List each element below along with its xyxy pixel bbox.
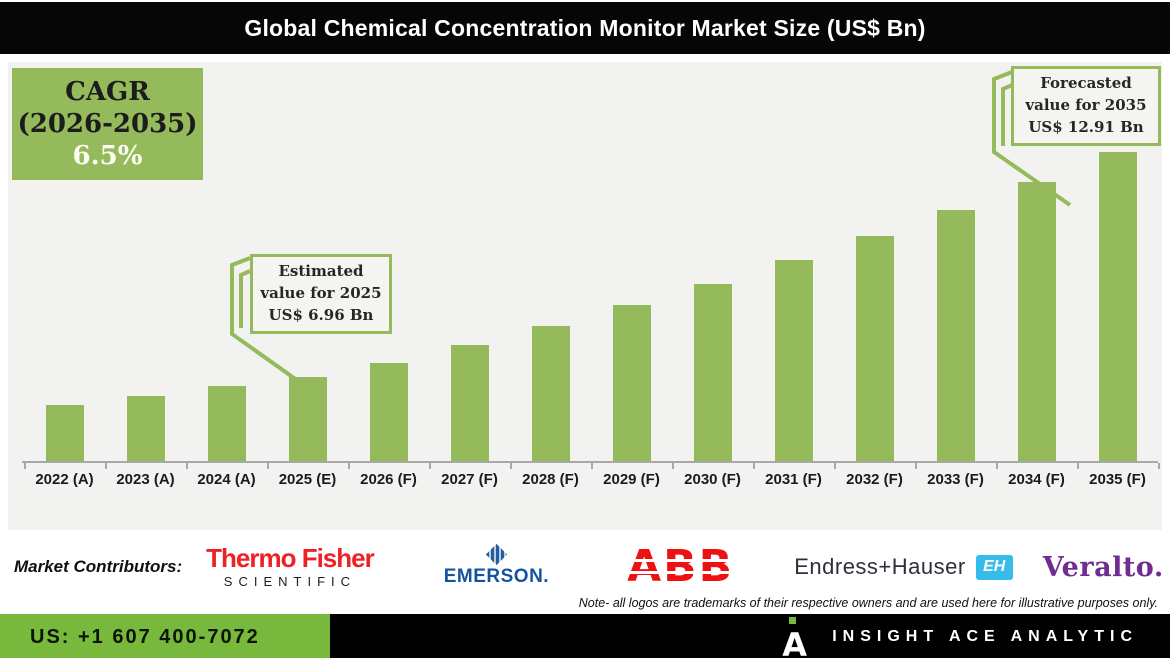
company-name: INSIGHT ACE ANALYTIC xyxy=(832,628,1138,645)
logo-a-glyph: A xyxy=(782,626,807,658)
bar-2027[interactable] xyxy=(450,345,489,462)
abb-wordmark: ABB xyxy=(627,541,735,592)
contact-phone-block[interactable]: US: +1 607 400-7072 xyxy=(0,614,330,658)
x-axis-label: 2031 (F) xyxy=(765,471,822,488)
cagr-box: CAGR (2026-2035) 6.5% xyxy=(12,68,203,180)
bar-column: 2023 (A) xyxy=(105,140,186,488)
endress-hauser-eh-badge-icon: EH xyxy=(975,554,1013,580)
thermo-fisher-scientific-text: SCIENTIFIC xyxy=(223,574,357,589)
x-axis-label: 2029 (F) xyxy=(603,471,660,488)
callout-forecast-line1: Forecasted xyxy=(1040,74,1132,93)
bar-2028[interactable] xyxy=(531,326,570,462)
x-axis-tick xyxy=(591,463,593,469)
veralto-logo: Veralto. xyxy=(1042,551,1164,583)
footer-bar: US: +1 607 400-7072 A INSIGHT ACE ANALYT… xyxy=(0,614,1170,658)
x-axis-label: 2027 (F) xyxy=(441,471,498,488)
bar-2025[interactable] xyxy=(288,377,327,462)
insight-ace-logo-icon: A xyxy=(782,617,812,658)
cagr-label: CAGR xyxy=(65,76,150,107)
page-title: Global Chemical Concentration Monitor Ma… xyxy=(244,14,926,41)
x-axis-tick xyxy=(753,463,755,469)
x-axis-label: 2023 (A) xyxy=(116,471,175,488)
x-axis-label: 2033 (F) xyxy=(927,471,984,488)
bar-column: 2022 (A) xyxy=(24,140,105,488)
abb-logo: ABB xyxy=(627,541,735,592)
x-axis-tick xyxy=(834,463,836,469)
x-axis-tick xyxy=(996,463,998,469)
brand-block: A INSIGHT ACE ANALYTIC xyxy=(330,617,1170,658)
callout-estimated-line1: Estimated xyxy=(278,262,364,281)
bar-column: 2027 (F) xyxy=(429,140,510,488)
x-axis-tick xyxy=(348,463,350,469)
logo-green-square-icon xyxy=(789,617,797,624)
callout-forecast-2035: Forecasted value for 2035 US$ 12.91 Bn xyxy=(1011,66,1161,146)
emerson-wordmark: EMERSON. xyxy=(443,565,550,587)
bar-columns: 2022 (A) 2023 (A) 2024 (A) 2025 (E) 2026 (F)… xyxy=(24,140,1158,488)
x-axis-label: 2024 (A) xyxy=(197,471,256,488)
x-axis-tick xyxy=(915,463,917,469)
market-contributors-strip: Market Contributors: Thermo Fisher SCIEN… xyxy=(0,530,1170,614)
bar-2026[interactable] xyxy=(369,363,408,462)
bar-2029[interactable] xyxy=(612,305,651,462)
callout-estimated-value: US$ 6.96 Bn xyxy=(268,305,374,324)
bar-2032[interactable] xyxy=(855,236,894,462)
callout-forecast-value: US$ 12.91 Bn xyxy=(1028,117,1144,136)
thermo-fisher-wordmark: Thermo Fisher xyxy=(206,543,375,573)
callout-forecast-line2: value for 2035 xyxy=(1025,96,1147,115)
bar-2035[interactable] xyxy=(1098,152,1137,462)
bar-column: 2035 (F) xyxy=(1077,140,1158,488)
x-axis xyxy=(22,461,1160,469)
bar-column: 2031 (F) xyxy=(753,140,834,488)
x-axis-tick xyxy=(267,463,269,469)
bar-column: 2029 (F) xyxy=(591,140,672,488)
title-bar: Global Chemical Concentration Monitor Ma… xyxy=(0,2,1170,54)
bar-2030[interactable] xyxy=(693,284,732,462)
bar-2033[interactable] xyxy=(936,210,975,462)
bar-column: 2032 (F) xyxy=(834,140,915,488)
thermo-fisher-logo: Thermo Fisher SCIENTIFIC xyxy=(206,543,375,589)
x-axis-label: 2022 (A) xyxy=(35,471,94,488)
x-axis-tick xyxy=(24,463,26,469)
bar-2024[interactable] xyxy=(207,386,246,462)
x-axis-label: 2026 (F) xyxy=(360,471,417,488)
x-axis-tick xyxy=(1158,463,1160,469)
bar-column: 2026 (F) xyxy=(348,140,429,488)
x-axis-tick xyxy=(186,463,188,469)
bar-2034[interactable] xyxy=(1017,182,1056,462)
bar-column: 2030 (F) xyxy=(672,140,753,488)
x-axis-label: 2032 (F) xyxy=(846,471,903,488)
emerson-diamond-icon xyxy=(485,543,507,565)
bar-column: 2024 (A) xyxy=(186,140,267,488)
chart-panel: CAGR (2026-2035) 6.5% Estimated value fo… xyxy=(8,62,1162,530)
x-axis-tick xyxy=(105,463,107,469)
x-axis-label: 2025 (E) xyxy=(278,471,337,488)
callout-estimated-line2: value for 2025 xyxy=(260,284,382,303)
cagr-period: (2026-2035) xyxy=(17,109,198,140)
emerson-logo: EMERSON. xyxy=(443,543,550,588)
x-axis-label: 2034 (F) xyxy=(1008,471,1065,488)
bar-column: 2025 (E) xyxy=(267,140,348,488)
x-axis-tick xyxy=(429,463,431,469)
contact-phone-number: US: +1 607 400-7072 xyxy=(30,625,260,648)
bar-column: 2033 (F) xyxy=(915,140,996,488)
x-axis-label: 2028 (F) xyxy=(522,471,579,488)
bar-2023[interactable] xyxy=(126,396,165,462)
x-axis-tick xyxy=(672,463,674,469)
bar-2022[interactable] xyxy=(45,405,84,462)
bar-column: 2034 (F) xyxy=(996,140,1077,488)
x-axis-tick xyxy=(1077,463,1079,469)
x-axis-tick xyxy=(510,463,512,469)
cagr-value: 6.5% xyxy=(72,140,143,171)
endress-hauser-wordmark: Endress+Hauser xyxy=(794,554,966,579)
bar-2031[interactable] xyxy=(774,260,813,462)
x-axis-label: 2030 (F) xyxy=(684,471,741,488)
callout-estimated-2025: Estimated value for 2025 US$ 6.96 Bn xyxy=(250,254,392,334)
bar-column: 2028 (F) xyxy=(510,140,591,488)
trademark-note: Note- all logos are trademarks of their … xyxy=(578,596,1158,610)
market-contributors-label: Market Contributors: xyxy=(14,557,183,576)
x-axis-label: 2035 (F) xyxy=(1089,471,1146,488)
endress-hauser-logo: Endress+Hauser EH xyxy=(794,554,1013,580)
